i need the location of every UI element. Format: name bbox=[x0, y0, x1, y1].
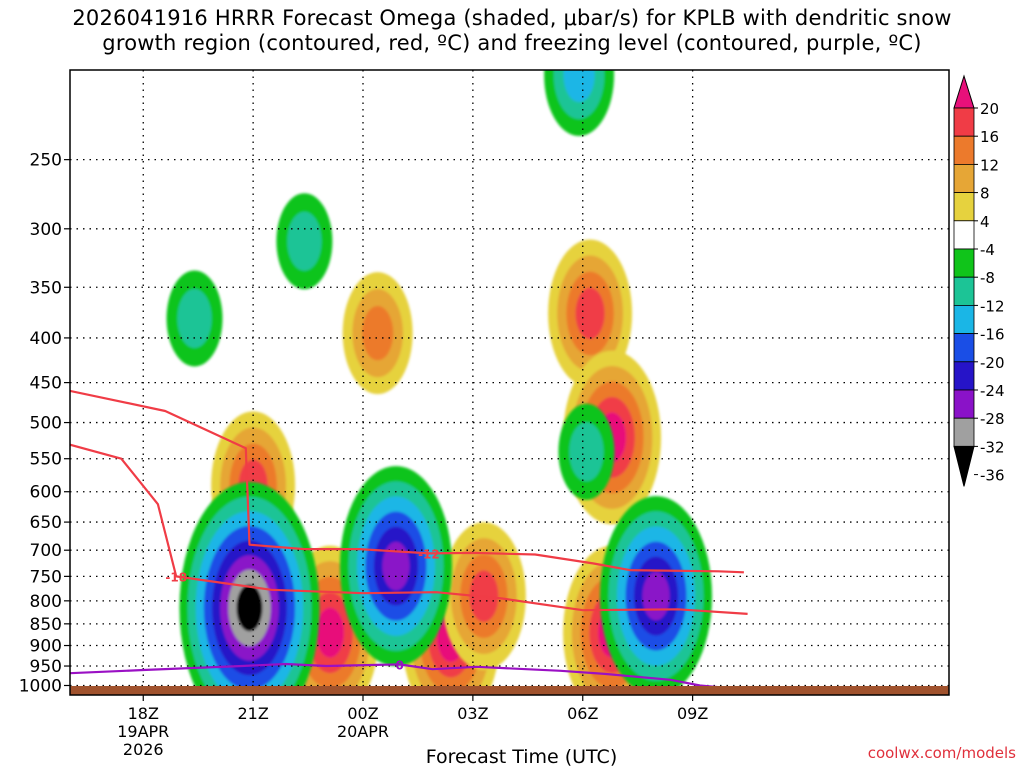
omega-feature-1 bbox=[548, 239, 633, 388]
grid-lines bbox=[70, 70, 949, 695]
y-tick-label-950: 950 bbox=[30, 657, 62, 677]
omega-feature-13 bbox=[544, 70, 615, 136]
colorbar-segment-7 bbox=[953, 304, 975, 334]
contour-line-2 bbox=[70, 662, 733, 690]
colorbar-label-12: -32 bbox=[980, 438, 1005, 456]
chart-title-line1: 2026041916 HRRR Forecast Omega (shaded, … bbox=[72, 6, 952, 30]
colorbar-label-13: -36 bbox=[980, 467, 1005, 485]
omega-band-14-1 bbox=[287, 211, 322, 271]
x-tick-sublabel2-0: 2026 bbox=[123, 740, 164, 759]
contour-label-2: 0 bbox=[395, 658, 403, 672]
colorbar-label-6: -8 bbox=[980, 269, 995, 287]
x-tick-label-3: 03Z bbox=[457, 704, 488, 723]
colorbar-label-2: 12 bbox=[980, 156, 999, 174]
y-tick-label-400: 400 bbox=[30, 329, 62, 349]
y-tick-label-300: 300 bbox=[30, 220, 62, 240]
colorbar-segment-10 bbox=[953, 389, 975, 419]
colorbar-bottom-arrow bbox=[953, 445, 975, 487]
colorbar-label-5: -4 bbox=[980, 241, 995, 259]
colorbar-segment-8 bbox=[953, 333, 975, 363]
omega-band-8-7 bbox=[236, 584, 263, 632]
y-tick-label-900: 900 bbox=[30, 637, 62, 657]
colorbar-segment-0 bbox=[953, 107, 975, 137]
colorbar-segment-5 bbox=[953, 248, 975, 278]
colorbar-label-10: -24 bbox=[980, 382, 1005, 400]
y-tick-label-600: 600 bbox=[30, 483, 62, 503]
y-tick-label-650: 650 bbox=[30, 513, 62, 533]
y-tick-label-800: 800 bbox=[30, 592, 62, 612]
omega-band-13-2 bbox=[563, 70, 595, 103]
colorbar-top-arrow bbox=[953, 74, 975, 109]
x-tick-sublabel1-2: 20APR bbox=[337, 722, 389, 741]
omega-feature-12 bbox=[166, 270, 223, 367]
colorbar-label-11: -28 bbox=[980, 410, 1005, 428]
contour-line-0 bbox=[70, 389, 744, 574]
source-credit: coolwx.com/models bbox=[867, 744, 1016, 762]
colorbar: 20 16 12 8 4 -4 -8 -12 -16 -20 -24 -28 -32 -36 bbox=[953, 74, 1005, 487]
x-tick-label-1: 21Z bbox=[237, 704, 268, 723]
omega-band-11-1 bbox=[569, 422, 604, 482]
colorbar-segment-3 bbox=[953, 192, 975, 222]
chart-title: 2026041916 HRRR Forecast Omega (shaded, … bbox=[0, 6, 1024, 56]
y-tick-label-350: 350 bbox=[30, 278, 62, 298]
contour-line-1 bbox=[70, 443, 748, 615]
colorbar-segment-1 bbox=[953, 135, 975, 165]
contour-lines: -12 -18 0 bbox=[70, 389, 748, 690]
y-tick-label-250: 250 bbox=[30, 151, 62, 171]
x-axis-label: Forecast Time (UTC) bbox=[426, 746, 617, 768]
ground-strip bbox=[70, 685, 949, 695]
omega-band-4-4 bbox=[316, 607, 345, 658]
y-tick-label-550: 550 bbox=[30, 450, 62, 470]
y-tick-label-700: 700 bbox=[30, 541, 62, 561]
colorbar-label-7: -12 bbox=[980, 297, 1005, 315]
axes: 2503003504004505005506006507007508008509… bbox=[19, 69, 950, 768]
omega-feature-0 bbox=[342, 272, 413, 395]
colorbar-segment-4 bbox=[953, 220, 975, 250]
colorbar-label-0: 20 bbox=[980, 100, 999, 118]
ground-fill bbox=[70, 685, 949, 695]
colorbar-label-9: -20 bbox=[980, 354, 1005, 372]
omega-feature-10 bbox=[600, 496, 712, 695]
omega-band-0-2 bbox=[362, 306, 394, 361]
colorbar-label-8: -16 bbox=[980, 326, 1005, 344]
colorbar-segment-2 bbox=[953, 163, 975, 193]
colorbar-segment-9 bbox=[953, 361, 975, 391]
x-tick-sublabel1-0: 19APR bbox=[117, 722, 169, 741]
y-tick-label-750: 750 bbox=[30, 567, 62, 587]
omega-feature-14 bbox=[276, 193, 333, 290]
contour-label-1: -18 bbox=[165, 570, 187, 584]
y-tick-label-1000: 1000 bbox=[19, 676, 62, 696]
omega-band-1-3 bbox=[575, 287, 605, 340]
y-tick-label-450: 450 bbox=[30, 374, 62, 394]
omega-band-9-5 bbox=[382, 541, 410, 591]
y-tick-label-500: 500 bbox=[30, 414, 62, 434]
omega-shading bbox=[166, 70, 712, 695]
colorbar-label-1: 16 bbox=[980, 128, 999, 146]
x-tick-label-2: 00Z bbox=[347, 704, 378, 723]
x-tick-label-4: 06Z bbox=[567, 704, 598, 723]
omega-feature-11 bbox=[558, 403, 615, 500]
colorbar-label-3: 8 bbox=[980, 185, 990, 203]
y-tick-label-850: 850 bbox=[30, 615, 62, 635]
contour-label-0: -12 bbox=[418, 547, 440, 561]
colorbar-segment-6 bbox=[953, 276, 975, 306]
omega-feature-8 bbox=[179, 481, 320, 695]
omega-band-10-5 bbox=[642, 571, 670, 621]
x-tick-label-0: 18Z bbox=[128, 704, 159, 723]
x-tick-label-5: 09Z bbox=[677, 704, 708, 723]
colorbar-segment-11 bbox=[953, 417, 975, 447]
omega-band-12-1 bbox=[177, 288, 212, 348]
colorbar-label-4: 4 bbox=[980, 213, 990, 231]
omega-feature-9 bbox=[339, 466, 452, 667]
chart-title-line2: growth region (contoured, red, ºC) and f… bbox=[102, 31, 922, 55]
